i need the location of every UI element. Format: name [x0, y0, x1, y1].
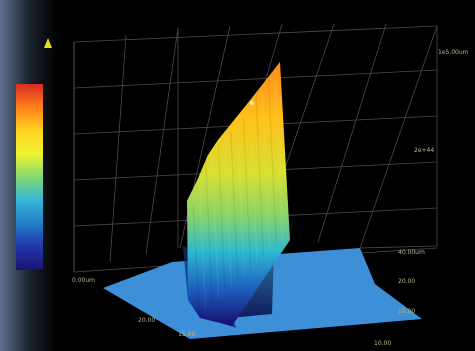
colorbar-min-label: 0.00um: [72, 277, 95, 284]
ridge-streak: [261, 92, 271, 253]
ridge-highlight: [249, 100, 255, 106]
grid-line-horizontal: [73, 25, 438, 43]
ridge-streak: [223, 131, 232, 287]
ridge-streak: [205, 159, 213, 304]
z-tick-label-bottom: 40.00um: [398, 249, 425, 256]
ridge-streak: [242, 118, 252, 270]
y-tick-label-2: 10.00: [398, 308, 415, 315]
grid-line-vertical: [145, 27, 179, 255]
z-tick-label-top: 1e5.00um: [438, 49, 469, 56]
colorbar-marker-icon: [44, 38, 52, 48]
grid-line-vertical: [317, 23, 387, 243]
ridge-streak: [230, 131, 239, 281]
ridge-main-face: [187, 62, 290, 326]
ridge-streak: [236, 118, 245, 276]
x-tick-label-2: 15.00: [178, 331, 195, 338]
y-tick-label-3: 10.00: [374, 340, 391, 347]
colorbar-overlay: [16, 84, 43, 270]
ridge-streak: [211, 159, 220, 299]
y-tick-label-1: 20.00: [398, 278, 415, 285]
ridge-streak: [198, 184, 207, 310]
x-tick-label-1: 20.00: [138, 317, 155, 324]
grid-line-horizontal: [359, 245, 438, 249]
z-tick-label-mid: 2e+44: [414, 147, 434, 154]
ridge-streak: [255, 92, 265, 259]
ridge-streak: [192, 204, 200, 316]
colorbar: [16, 84, 43, 270]
ridge-streak: [249, 105, 258, 264]
ridge-streak: [274, 65, 284, 241]
ridge-streak: [217, 143, 226, 293]
ridge-surface: [187, 62, 290, 326]
grid-line-horizontal: [73, 69, 438, 89]
ridge-streak: [267, 79, 277, 247]
